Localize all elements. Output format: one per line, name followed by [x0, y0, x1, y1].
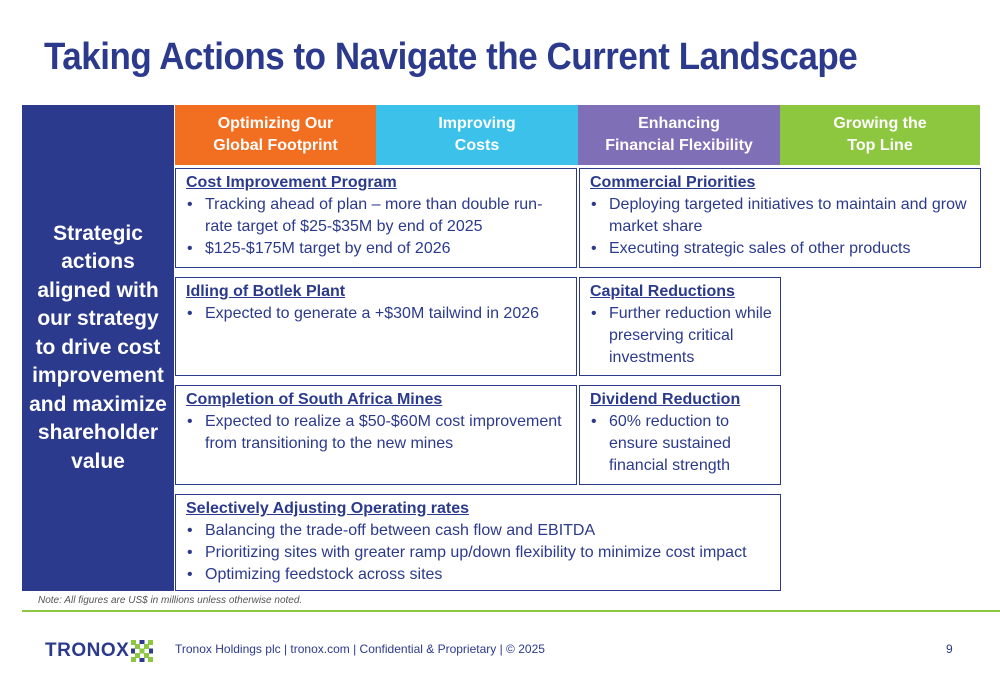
footnote: Note: All figures are US$ in millions un…: [38, 595, 303, 606]
tronox-logo: TRONOX: [45, 640, 154, 662]
bullet-item: Executing strategic sales of other produ…: [590, 238, 972, 260]
card-commercial-priorities: Commercial Priorities Deploying targeted…: [579, 168, 981, 268]
bullet-item: 60% reduction to ensure sustained financ…: [590, 411, 772, 477]
card-operating-rates: Selectively Adjusting Operating rates Ba…: [175, 494, 781, 591]
bullet-item: $125-$175M target by end of 2026: [186, 238, 568, 260]
footer-divider: [22, 610, 1000, 612]
card-title: Commercial Priorities: [590, 174, 756, 191]
strategy-side-panel: Strategic actions aligned with our strat…: [22, 105, 174, 591]
bullet-item: Optimizing feedstock across sites: [186, 564, 772, 586]
card-idling-botlek-plant: Idling of Botlek Plant Expected to gener…: [175, 277, 577, 376]
card-title: Completion of South Africa Mines: [186, 391, 443, 408]
card-south-africa-mines: Completion of South Africa Mines Expecte…: [175, 385, 577, 485]
bullet-item: Tracking ahead of plan – more than doubl…: [186, 194, 568, 238]
card-title: Capital Reductions: [590, 283, 735, 300]
card-capital-reductions: Capital Reductions Further reduction whi…: [579, 277, 781, 376]
header-improving-costs: Improving Costs: [376, 105, 578, 165]
bullet-item: Prioritizing sites with greater ramp up/…: [186, 542, 772, 564]
bullet-item: Further reduction while preserving criti…: [590, 303, 772, 369]
logo-text: TRONOX: [45, 640, 130, 661]
header-top-line: Growing the Top Line: [780, 105, 980, 165]
page-number: 9: [946, 642, 953, 656]
bullet-item: Balancing the trade-off between cash flo…: [186, 520, 772, 542]
bullet-item: Expected to realize a $50-$60M cost impr…: [186, 411, 568, 455]
card-cost-improvement-program: Cost Improvement Program Tracking ahead …: [175, 168, 577, 268]
bullet-item: Expected to generate a +$30M tailwind in…: [186, 303, 568, 325]
card-title: Selectively Adjusting Operating rates: [186, 500, 470, 517]
strategy-side-text: Strategic actions aligned with our strat…: [29, 221, 167, 473]
bullet-item: Deploying targeted initiatives to mainta…: [590, 194, 972, 238]
header-global-footprint: Optimizing Our Global Footprint: [175, 105, 376, 165]
card-title: Cost Improvement Program: [186, 174, 397, 191]
header-financial-flexibility: Enhancing Financial Flexibility: [578, 105, 780, 165]
tronox-mark-icon: [131, 640, 154, 662]
footer-text: Tronox Holdings plc | tronox.com | Confi…: [175, 642, 545, 656]
slide-title: Taking Actions to Navigate the Current L…: [44, 36, 858, 78]
card-title: Idling of Botlek Plant: [186, 283, 346, 300]
card-title: Dividend Reduction: [590, 391, 741, 408]
card-dividend-reduction: Dividend Reduction 60% reduction to ensu…: [579, 385, 781, 485]
